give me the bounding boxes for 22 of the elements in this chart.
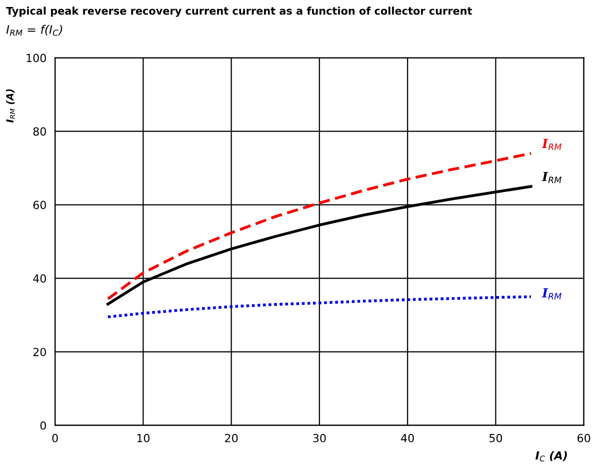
series-label: I$_{RM}$ bbox=[542, 172, 562, 184]
x-tick-label: 20 bbox=[225, 434, 238, 442]
x-tick-label: 60 bbox=[578, 434, 590, 442]
y-tick-label: 40 bbox=[33, 274, 46, 283]
y-tick-label: 60 bbox=[33, 200, 46, 210]
y-tick-label: 80 bbox=[33, 127, 46, 136]
chart-subtitle: I$_{RM}$ = f(I$_{C}$) bbox=[6, 24, 62, 36]
series-label: I$_{RM}$ bbox=[542, 288, 562, 300]
y-tick-label: 0 bbox=[40, 421, 46, 430]
x-tick-label: 50 bbox=[489, 434, 502, 442]
x-tick-label: 0 bbox=[52, 434, 58, 442]
x-tick-label: 30 bbox=[313, 434, 326, 442]
x-axis-title: I$_{C}$ (A) bbox=[536, 451, 567, 462]
line-series bbox=[106, 295, 532, 318]
x-tick-label: 10 bbox=[137, 434, 150, 442]
y-tick-label: 20 bbox=[33, 348, 46, 356]
y-axis-title: I$_{RM}$ (A) bbox=[6, 89, 15, 123]
line-series bbox=[106, 152, 532, 300]
x-tick-label: 40 bbox=[401, 434, 414, 442]
chart-title: Typical peak reverse recovery current current as a function of collector current bbox=[6, 6, 472, 17]
y-tick-label: 100 bbox=[26, 54, 46, 62]
series-label: I$_{RM}$ bbox=[542, 138, 562, 150]
